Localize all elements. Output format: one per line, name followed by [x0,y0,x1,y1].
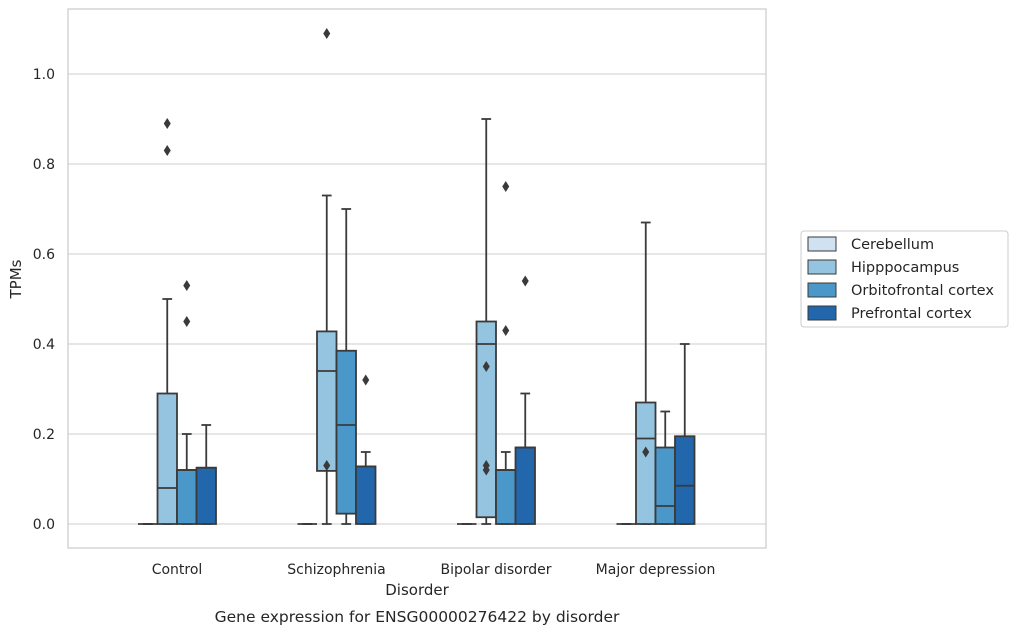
plot-frame [67,8,767,549]
x-tick-label: Bipolar disorder [440,562,551,578]
legend-swatch [807,305,837,321]
legend-item-label: Hipppocampus [851,260,959,276]
box-body [316,330,338,472]
y-tick-label: 0.8 [33,157,55,173]
box-body [355,465,377,525]
x-axis-label: Disorder [385,581,449,599]
box [475,118,497,525]
legend-item-label: Cerebellum [851,237,934,253]
box [514,275,536,525]
box-body [335,349,357,515]
y-axis-label: TPMs [7,259,25,299]
box [355,374,377,525]
outlier-point [323,460,331,471]
box-body [635,401,657,525]
box-body [514,446,536,525]
box-body [475,320,497,519]
legend-item-label: Prefrontal cortex [851,306,972,322]
box-body [495,469,517,525]
legend-frame [800,230,1009,328]
x-tick-label: Control [152,562,203,578]
box-series [138,28,696,525]
outlier-point [362,374,370,386]
box [495,181,517,525]
outlier-point [482,464,490,476]
legend-swatch [807,282,837,298]
box [335,208,357,525]
box-body [654,446,676,525]
box [156,118,178,525]
y-tick-label: 1.0 [33,67,55,83]
y-tick-label: 0.0 [33,517,55,533]
outlier-point [183,280,191,291]
y-axis-ticks: 0.0 0.2 0.4 0.6 0.8 1.0 [33,67,55,533]
outlier-point [323,28,331,39]
x-tick-label: Schizophrenia [287,562,385,578]
box [316,28,338,525]
outlier-point [183,316,191,327]
y-tick-label: 0.2 [33,427,55,443]
legend-swatch [807,236,837,252]
y-tick-label: 0.6 [33,247,55,263]
y-tick-label: 0.4 [33,337,55,353]
legend-swatch [807,259,837,275]
box-body [156,392,178,525]
chart-caption: Gene expression for ENSG00000276422 by d… [215,608,620,626]
outlier-point [482,361,490,372]
x-tick-label: Major depression [596,562,716,578]
outlier-point [163,118,171,129]
box [674,343,696,525]
box-body [674,435,696,525]
box-body [195,466,217,525]
outlier-point [163,145,171,156]
outlier-point [502,181,510,192]
outlier-point [502,325,510,336]
outlier-point [521,275,529,287]
x-axis-ticks: Control Schizophrenia Bipolar disorder Majo… [152,562,716,578]
box [635,221,657,525]
legend: Cerebellum Hipppocampus Orbitofrontal cort… [800,230,1009,328]
box-body [176,469,198,525]
legend-item-label: Orbitofrontal cortex [851,283,994,299]
box [195,424,217,525]
outlier-point [642,446,650,458]
